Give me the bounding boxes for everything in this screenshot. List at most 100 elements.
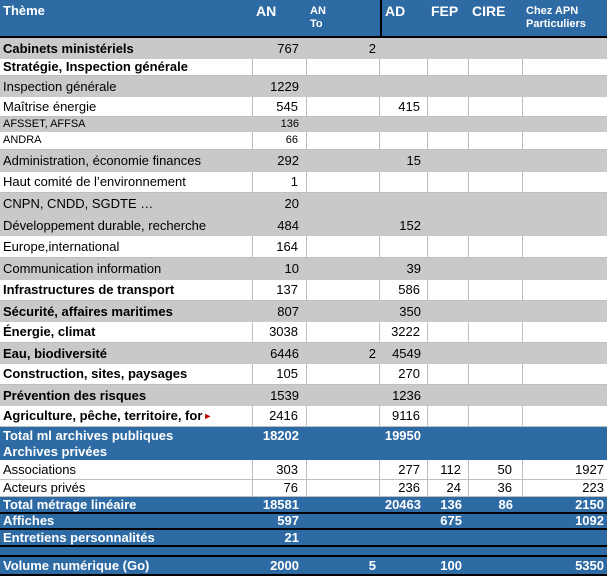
cell-theme[interactable]: Prévention des risques bbox=[0, 385, 253, 406]
cell-an[interactable]: 18202 bbox=[262, 428, 299, 443]
cell-an[interactable]: 484 bbox=[277, 218, 299, 233]
cell-an-to[interactable] bbox=[307, 76, 380, 97]
cell-ad[interactable]: 4549 bbox=[392, 346, 421, 361]
cell-an[interactable]: 597 bbox=[277, 514, 299, 528]
cell-ad[interactable]: 350 bbox=[399, 304, 421, 319]
cell-cire[interactable] bbox=[469, 301, 523, 322]
cell-theme[interactable]: Haut comité de l’environnement bbox=[0, 172, 253, 192]
cell-ad[interactable]: 152 bbox=[399, 218, 421, 233]
cell-ad[interactable] bbox=[380, 38, 428, 59]
cell-theme[interactable]: Total ml archives publiques bbox=[0, 427, 253, 444]
cell-chez[interactable] bbox=[523, 150, 607, 172]
cell-cire[interactable] bbox=[469, 280, 523, 300]
cell-cire[interactable] bbox=[469, 117, 523, 132]
cell-fep[interactable] bbox=[428, 530, 469, 545]
cell-ad[interactable] bbox=[380, 76, 428, 97]
cell-an[interactable]: 2416 bbox=[253, 406, 307, 426]
cell-cire[interactable] bbox=[469, 343, 523, 364]
cell-an-to[interactable] bbox=[307, 480, 380, 496]
cell-ad[interactable]: 270 bbox=[380, 364, 428, 384]
cell-fep[interactable] bbox=[428, 364, 469, 384]
cell-cire[interactable] bbox=[469, 97, 523, 116]
cell-chez[interactable] bbox=[523, 215, 607, 236]
cell-fep[interactable] bbox=[428, 117, 469, 132]
cell-chez[interactable]: 2150 bbox=[575, 497, 604, 512]
cell-an-to[interactable] bbox=[307, 322, 380, 342]
cell-chez[interactable] bbox=[523, 117, 607, 132]
cell-an-to[interactable] bbox=[307, 514, 380, 528]
cell-chez[interactable] bbox=[523, 97, 607, 116]
cell-chez[interactable]: 1092 bbox=[575, 514, 604, 528]
cell-cire[interactable] bbox=[469, 132, 523, 149]
cell-fep[interactable] bbox=[428, 59, 469, 75]
cell-an-to[interactable] bbox=[307, 236, 380, 257]
cell-ad[interactable]: 236 bbox=[380, 480, 428, 496]
cell-cire[interactable] bbox=[469, 322, 523, 342]
cell-ad[interactable]: 19950 bbox=[384, 428, 421, 443]
cell-chez[interactable]: 1927 bbox=[575, 462, 604, 477]
cell-an-to[interactable] bbox=[307, 301, 380, 322]
cell-theme[interactable]: Affiches bbox=[0, 514, 253, 528]
cell-an[interactable]: 21 bbox=[284, 530, 299, 545]
cell-theme[interactable]: Total métrage linéaire bbox=[0, 497, 253, 512]
cell-fep[interactable] bbox=[428, 215, 469, 236]
cell-ad[interactable]: 1236 bbox=[392, 388, 421, 403]
cell-an[interactable]: 767 bbox=[277, 41, 299, 56]
cell-ad[interactable] bbox=[380, 59, 428, 75]
cell-chez[interactable] bbox=[523, 132, 607, 149]
cell-an[interactable]: 18581 bbox=[262, 497, 299, 512]
cell-cire[interactable] bbox=[469, 444, 523, 460]
cell-an-to[interactable] bbox=[307, 150, 380, 172]
cell-an[interactable]: 2000 bbox=[270, 558, 299, 573]
column-header-cire[interactable]: CIRE bbox=[469, 0, 523, 36]
cell-chez[interactable]: 223 bbox=[582, 480, 604, 495]
cell-an-to[interactable] bbox=[307, 215, 380, 236]
cell-theme[interactable]: Énergie, climat bbox=[0, 322, 253, 342]
cell-theme[interactable]: Communication information bbox=[0, 258, 253, 280]
cell-theme[interactable]: Sécurité, affaires maritimes bbox=[0, 301, 253, 322]
cell-an-to[interactable]: 2 bbox=[368, 346, 376, 361]
cell-ad[interactable]: 15 bbox=[406, 153, 421, 168]
cell-ad[interactable] bbox=[380, 557, 428, 574]
cell-theme[interactable]: Associations bbox=[0, 460, 253, 479]
cell-fep[interactable]: 112 bbox=[428, 460, 469, 479]
cell-chez[interactable] bbox=[523, 530, 607, 545]
cell-an[interactable]: 807 bbox=[277, 304, 299, 319]
cell-an[interactable]: 10 bbox=[284, 261, 299, 276]
cell-cire[interactable] bbox=[469, 385, 523, 406]
cell-fep[interactable] bbox=[428, 150, 469, 172]
cell-an[interactable]: 164 bbox=[253, 236, 307, 257]
cell-chez[interactable] bbox=[523, 76, 607, 97]
column-header-chez-apn-particuliers[interactable]: Chez APN Particuliers bbox=[526, 5, 586, 30]
cell-cire[interactable] bbox=[469, 406, 523, 426]
cell-chez[interactable] bbox=[523, 38, 607, 59]
cell-chez[interactable] bbox=[523, 193, 607, 215]
cell-an[interactable]: 105 bbox=[253, 364, 307, 384]
cell-theme[interactable]: Inspection générale bbox=[0, 76, 253, 97]
cell-an-to[interactable] bbox=[307, 364, 380, 384]
column-header-an-to[interactable]: AN To bbox=[310, 5, 326, 30]
cell-theme[interactable]: Archives privées bbox=[0, 444, 253, 460]
cell-cire[interactable] bbox=[469, 557, 523, 574]
cell-cire[interactable] bbox=[469, 76, 523, 97]
cell-theme[interactable]: Stratégie, Inspection générale bbox=[0, 59, 253, 75]
cell-theme[interactable]: Infrastructures de transport bbox=[0, 280, 253, 300]
cell-ad[interactable]: 39 bbox=[406, 261, 421, 276]
cell-an-to[interactable] bbox=[307, 280, 380, 300]
cell-cire[interactable] bbox=[469, 258, 523, 280]
cell-cire[interactable] bbox=[469, 215, 523, 236]
cell-ad[interactable] bbox=[380, 514, 428, 528]
cell-an[interactable]: 303 bbox=[253, 460, 307, 479]
cell-cire[interactable]: 86 bbox=[498, 497, 513, 512]
cell-cire[interactable]: 50 bbox=[469, 460, 523, 479]
cell-chez[interactable] bbox=[523, 236, 607, 257]
cell-theme[interactable]: Entretiens personnalités bbox=[0, 530, 253, 545]
cell-theme[interactable]: Europe,international bbox=[0, 236, 253, 257]
cell-fep[interactable] bbox=[428, 38, 469, 59]
cell-cire[interactable] bbox=[469, 547, 523, 555]
cell-cire[interactable] bbox=[469, 150, 523, 172]
cell-fep[interactable]: 136 bbox=[440, 497, 462, 512]
cell-an[interactable]: 545 bbox=[253, 97, 307, 116]
cell-an-to[interactable] bbox=[307, 460, 380, 479]
cell-an-to[interactable] bbox=[307, 258, 380, 280]
